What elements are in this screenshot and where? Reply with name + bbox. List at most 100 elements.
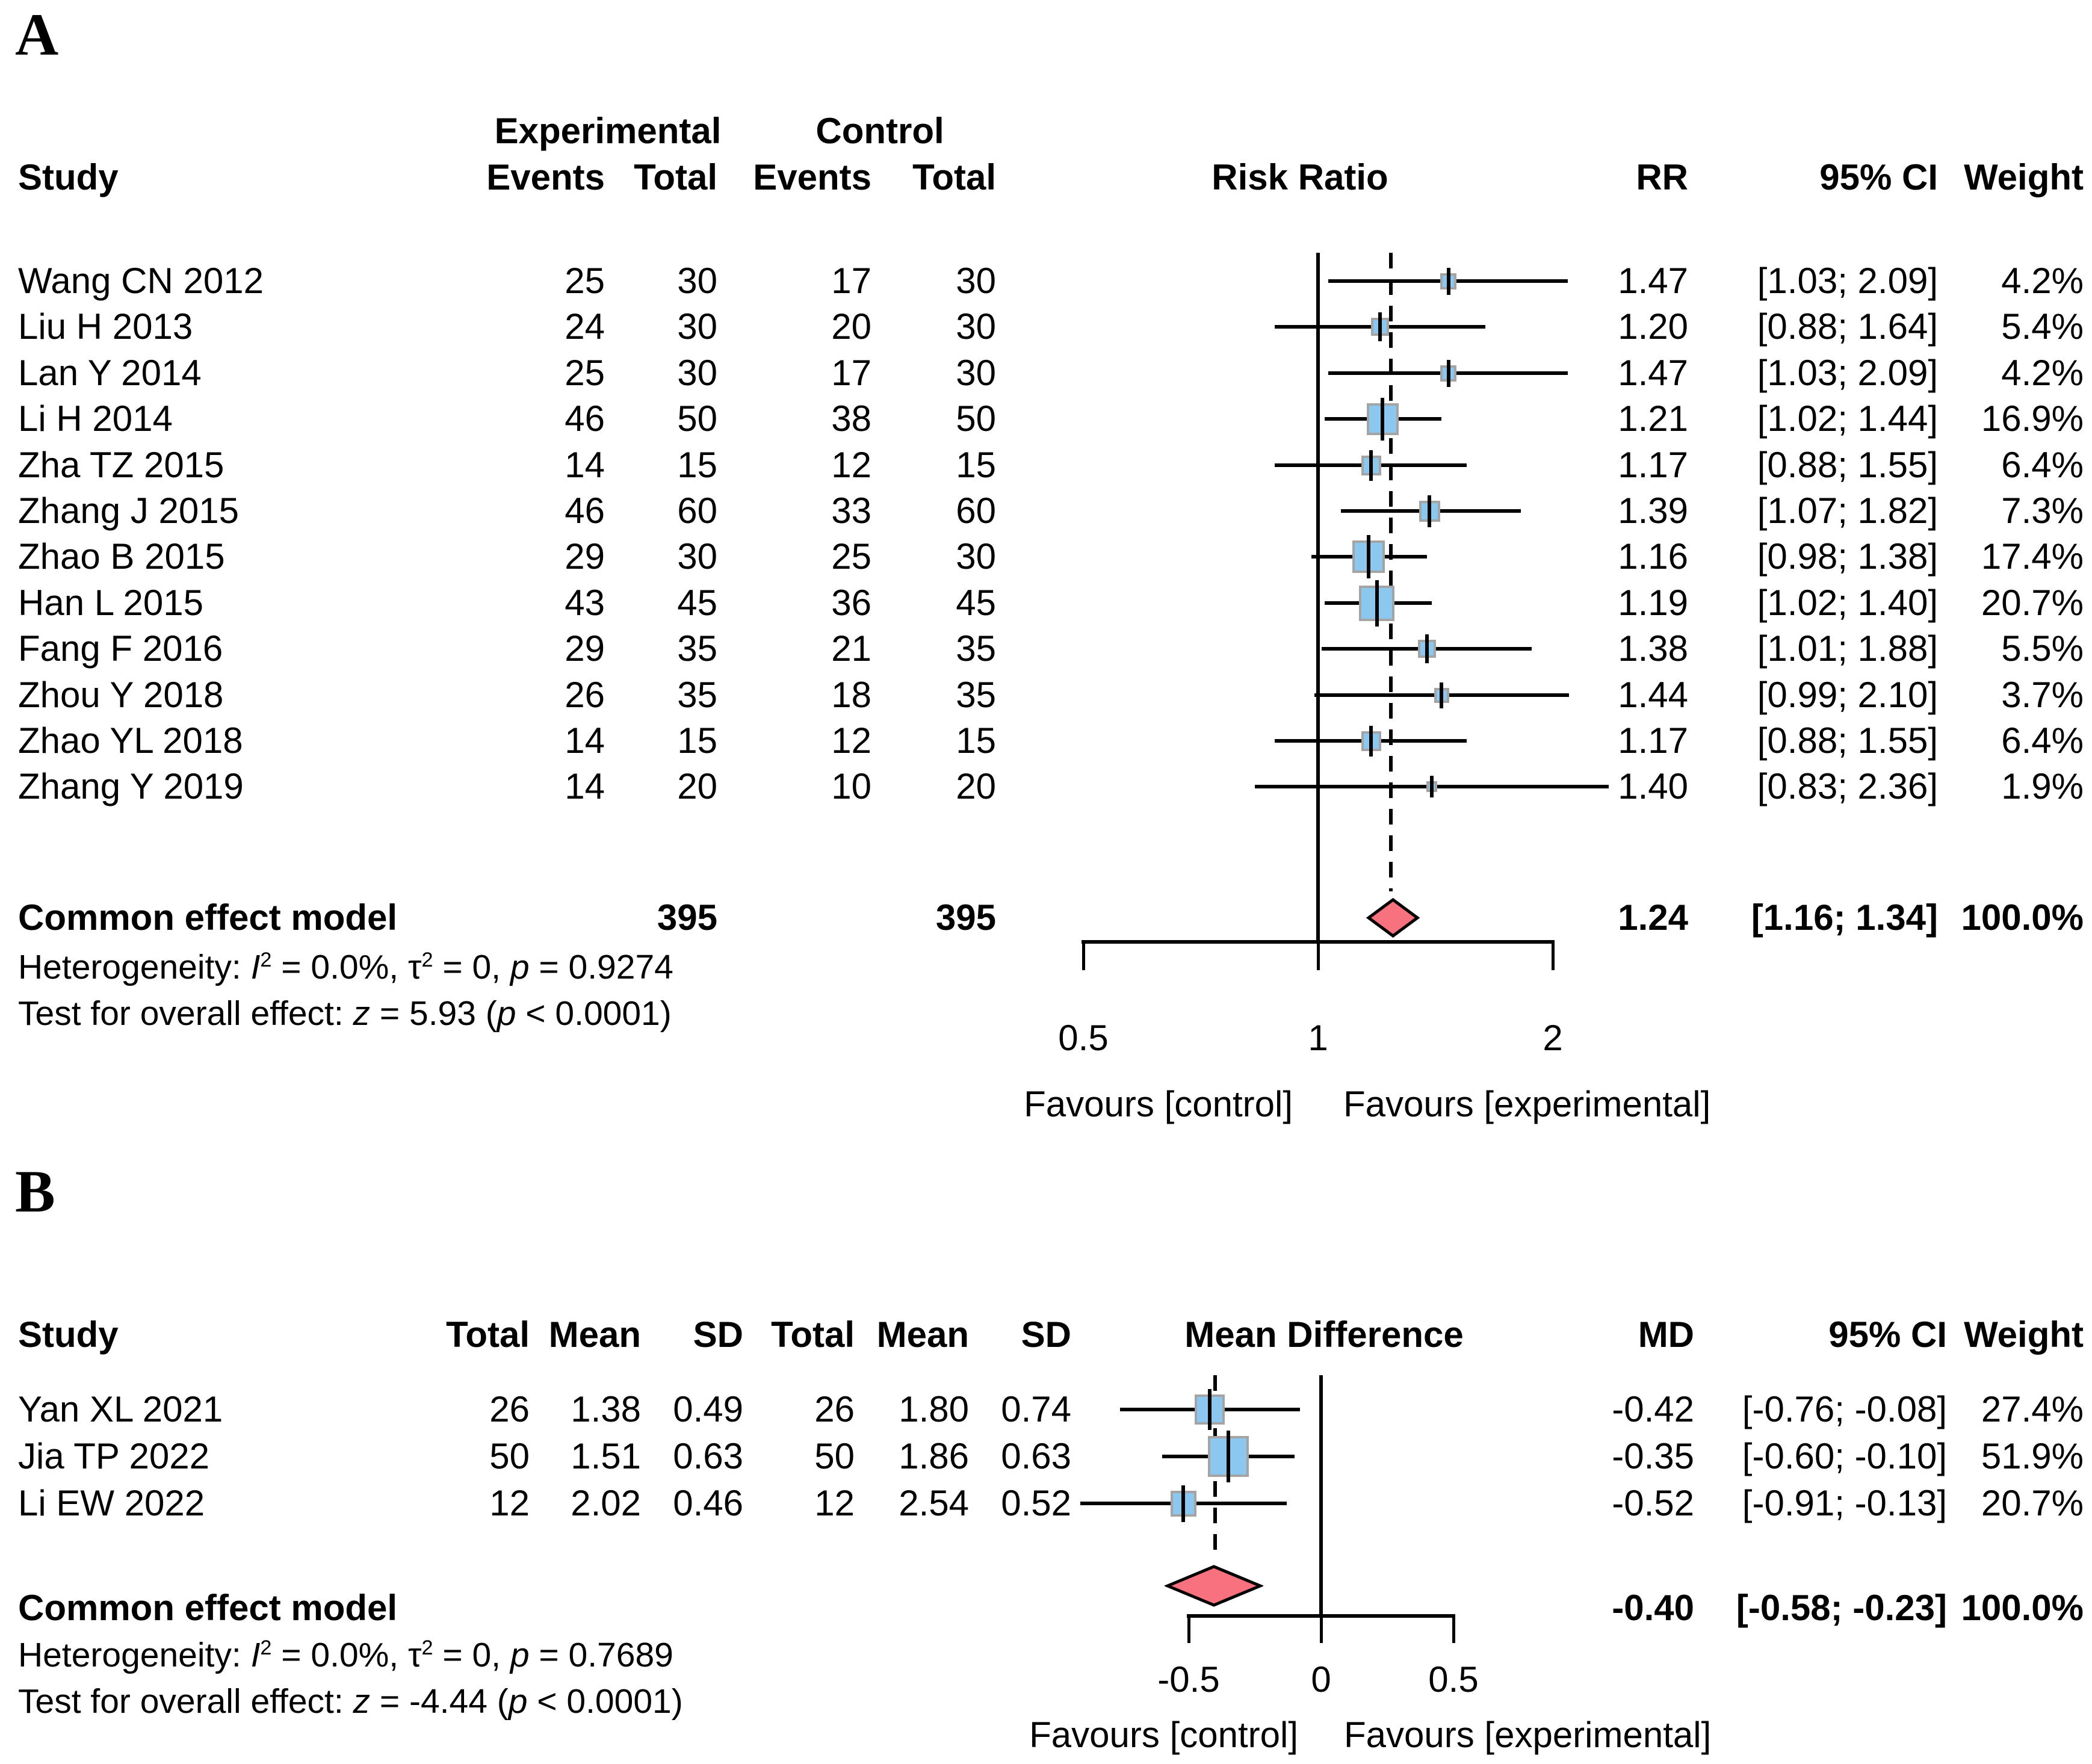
- summary-effect-value: 1.24: [1618, 897, 1688, 938]
- axis-tick-label: 0.5: [1428, 1659, 1479, 1700]
- effect-point-tick: [1440, 682, 1443, 708]
- study-effect-value: 1.19: [1618, 583, 1688, 623]
- col-header-5: SD: [1021, 1314, 1071, 1355]
- study-cell: 1.38: [571, 1389, 641, 1429]
- study-cell: 45: [677, 583, 717, 623]
- effect-point-tick: [1369, 450, 1373, 481]
- axis-tick: [1316, 942, 1320, 970]
- study-cell: 50: [814, 1436, 855, 1476]
- study-cell: 30: [677, 536, 717, 577]
- study-ci-value: [0.98; 1.38]: [1757, 536, 1938, 577]
- study-cell: 30: [677, 306, 717, 347]
- study-name: Zhou Y 2018: [18, 675, 224, 715]
- study-effect-value: 1.17: [1618, 720, 1688, 761]
- effect-point-tick: [1367, 535, 1370, 578]
- favours-left-label: Favours [control]: [1024, 1084, 1293, 1124]
- pooled-effect-dashed-line: [1389, 253, 1393, 891]
- study-cell: 33: [831, 491, 871, 531]
- effect-point-tick: [1369, 726, 1373, 757]
- study-weight-value: 17.4%: [1981, 536, 2084, 577]
- study-weight-value: 27.4%: [1981, 1389, 2084, 1429]
- col-header-0: Events: [486, 157, 605, 197]
- study-cell: 1.51: [571, 1436, 641, 1476]
- study-effect-value: 1.20: [1618, 306, 1688, 347]
- study-cell: 2.54: [899, 1483, 969, 1523]
- heterogeneity-text: Heterogeneity: I2 = 0.0%, τ2 = 0, p = 0.…: [18, 948, 673, 986]
- study-cell: 45: [956, 583, 996, 623]
- summary-cell: 395: [935, 897, 996, 938]
- study-ci-value: [0.88; 1.64]: [1757, 306, 1938, 347]
- study-cell: 24: [565, 306, 605, 347]
- col-header-3: Total: [771, 1314, 855, 1355]
- study-weight-value: 51.9%: [1981, 1436, 2084, 1476]
- effect-point-tick: [1381, 398, 1384, 441]
- stat-header-effect: MD: [1638, 1314, 1694, 1355]
- study-cell: 0.63: [673, 1436, 743, 1476]
- axis-tick: [1187, 1616, 1190, 1643]
- study-ci-value: [0.88; 1.55]: [1757, 445, 1938, 485]
- study-cell: 15: [677, 720, 717, 761]
- study-effect-value: -0.35: [1612, 1436, 1694, 1476]
- study-ci-value: [-0.91; -0.13]: [1742, 1483, 1947, 1523]
- effect-point-tick: [1428, 495, 1431, 527]
- study-weight-value: 6.4%: [2001, 445, 2084, 485]
- study-cell: 30: [956, 261, 996, 301]
- axis-tick: [1452, 1616, 1455, 1643]
- overall-effect-text: Test for overall effect: z = -4.44 (p < …: [18, 1682, 683, 1721]
- panel-label-b: B: [15, 1158, 55, 1225]
- study-name: Jia TP 2022: [18, 1436, 210, 1476]
- study-cell: 29: [565, 628, 605, 669]
- summary-diamond: [1366, 897, 1420, 938]
- favours-left-label: Favours [control]: [1029, 1715, 1298, 1755]
- study-cell: 21: [831, 628, 871, 669]
- effect-point-tick: [1378, 312, 1382, 341]
- axis-tick-label: -0.5: [1157, 1659, 1220, 1700]
- study-cell: 14: [565, 445, 605, 485]
- study-name: Zhao YL 2018: [18, 720, 243, 761]
- col-header-1: Total: [634, 157, 717, 197]
- study-effect-value: 1.40: [1618, 766, 1688, 806]
- group-header-0: Experimental: [494, 111, 722, 151]
- study-cell: 25: [565, 261, 605, 301]
- panel-label-a: A: [15, 1, 59, 68]
- study-cell: 30: [956, 306, 996, 347]
- effect-point-tick: [1447, 268, 1450, 295]
- study-cell: 20: [831, 306, 871, 347]
- study-name: Zhang Y 2019: [18, 766, 244, 806]
- study-ci-value: [1.07; 1.82]: [1757, 491, 1938, 531]
- col-header-3: Total: [912, 157, 996, 197]
- reference-line: [1319, 1375, 1323, 1616]
- study-ci-value: [-0.76; -0.08]: [1742, 1389, 1947, 1429]
- study-cell: 35: [677, 675, 717, 715]
- study-name: Lan Y 2014: [18, 353, 202, 393]
- axis-tick: [1082, 942, 1085, 970]
- effect-point-tick: [1425, 634, 1429, 663]
- summary-ci-value: [1.16; 1.34]: [1751, 897, 1938, 938]
- study-cell: 0.49: [673, 1389, 743, 1429]
- axis-tick-label: 0.5: [1058, 1018, 1109, 1058]
- study-effect-value: 1.16: [1618, 536, 1688, 577]
- study-ci-value: [0.83; 2.36]: [1757, 766, 1938, 806]
- study-cell: 60: [677, 491, 717, 531]
- study-cell: 25: [831, 536, 871, 577]
- study-weight-value: 20.7%: [1981, 1483, 2084, 1523]
- study-cell: 0.74: [1001, 1389, 1071, 1429]
- col-header-study: Study: [18, 1314, 119, 1355]
- study-effect-value: 1.47: [1618, 261, 1688, 301]
- study-weight-value: 4.2%: [2001, 261, 2084, 301]
- study-effect-value: 1.47: [1618, 353, 1688, 393]
- study-cell: 26: [489, 1389, 530, 1429]
- effect-point-tick: [1375, 580, 1379, 627]
- axis-tick-label: 1: [1308, 1018, 1328, 1058]
- study-cell: 36: [831, 583, 871, 623]
- study-cell: 43: [565, 583, 605, 623]
- axis-tick-label: 2: [1543, 1018, 1563, 1058]
- axis-tick: [1551, 942, 1555, 970]
- study-cell: 20: [956, 766, 996, 806]
- study-cell: 20: [677, 766, 717, 806]
- col-header-study: Study: [18, 157, 119, 197]
- axis-tick-label: 0: [1311, 1659, 1331, 1700]
- summary-name: Common effect model: [18, 1588, 398, 1628]
- effect-point-tick: [1227, 1431, 1230, 1482]
